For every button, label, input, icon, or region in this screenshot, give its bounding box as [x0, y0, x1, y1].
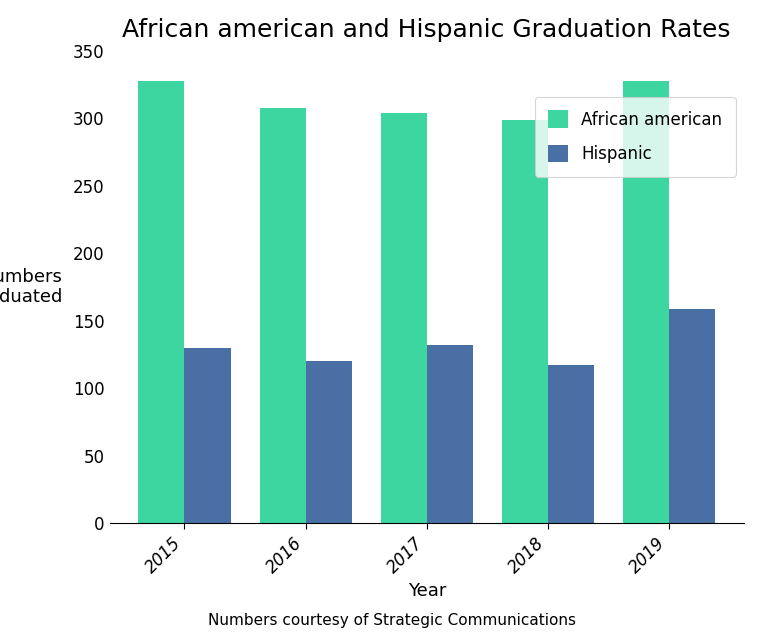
Bar [427, 345, 473, 523]
Bar [260, 108, 305, 523]
Legend: African american, Hispanic: African american, Hispanic [535, 97, 735, 177]
Bar [185, 348, 230, 523]
Title: African american and Hispanic Graduation Rates: African american and Hispanic Graduation… [122, 18, 731, 42]
Y-axis label: Numbers
graduated: Numbers graduated [0, 268, 62, 306]
Bar [305, 361, 352, 523]
Bar [669, 309, 715, 523]
Bar [548, 366, 594, 523]
Bar [623, 81, 669, 523]
Bar [139, 81, 185, 523]
X-axis label: Year: Year [407, 582, 446, 600]
Bar [381, 113, 427, 523]
Bar [502, 120, 548, 523]
Text: Numbers courtesy of Strategic Communications: Numbers courtesy of Strategic Communicat… [207, 613, 576, 628]
